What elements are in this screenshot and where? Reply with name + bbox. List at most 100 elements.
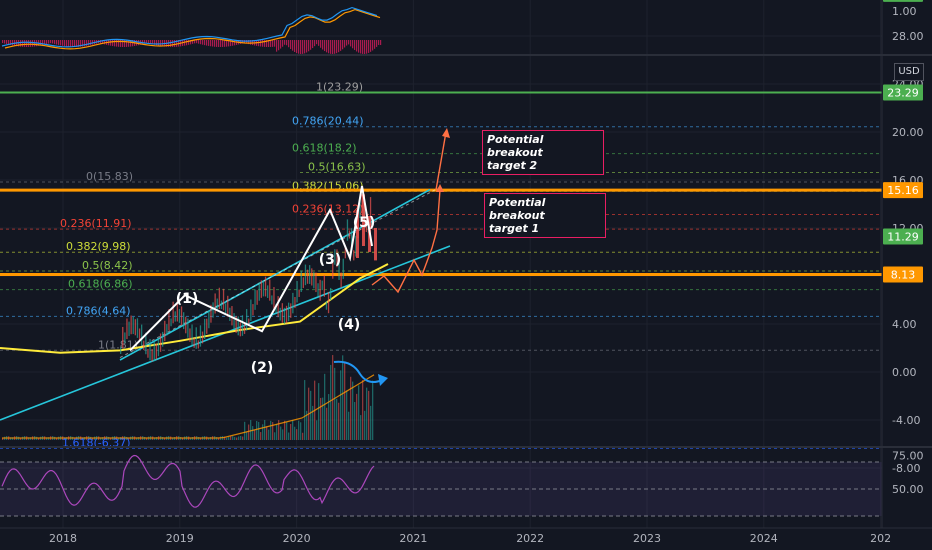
price-tag-label[interactable]: 15.16	[887, 184, 919, 197]
price-candle	[336, 249, 338, 268]
price-candle	[288, 302, 290, 322]
macd-histogram-bar	[350, 40, 352, 47]
price-candle	[143, 340, 145, 351]
macd-histogram-bar	[56, 40, 58, 45]
price-candle	[296, 281, 298, 303]
volume-bar	[272, 422, 274, 440]
macd-histogram-bar	[20, 40, 22, 47]
macd-histogram-bar	[290, 40, 292, 50]
macd-histogram-bar	[212, 40, 214, 47]
macd-histogram-bar	[160, 40, 162, 46]
y-tick-label: 20.00	[892, 126, 924, 139]
price-tag[interactable]	[883, 84, 923, 101]
macd-histogram-bar	[60, 40, 62, 46]
macd-histogram-bar	[172, 40, 174, 47]
macd-histogram-bar	[226, 40, 228, 47]
price-candle	[285, 305, 288, 324]
macd-histogram-bar	[102, 40, 104, 44]
price-candle	[273, 287, 275, 309]
fib-level-label: 0.786(20.44)	[292, 115, 364, 128]
x-tick-label: 202	[870, 532, 891, 545]
fib-level-label: 0.236(13.12)	[292, 203, 364, 216]
price-candle	[271, 295, 273, 305]
price-candle	[313, 272, 315, 289]
price-candle	[334, 249, 336, 265]
price-tag-label[interactable]: 8.13	[891, 268, 916, 281]
volume-bar	[230, 436, 232, 440]
macd-histogram-bar	[44, 40, 46, 45]
volume-bar	[2, 438, 4, 440]
macd-histogram-bar	[76, 40, 78, 47]
breakout-target-2-note[interactable]: Potential breakout target 2	[482, 130, 604, 175]
note-line: target 2	[487, 159, 538, 172]
volume-bar	[234, 437, 236, 440]
price-candle	[172, 301, 174, 324]
price-tag[interactable]	[883, 228, 923, 245]
volume-bar	[340, 370, 342, 440]
volume-bar	[248, 424, 250, 440]
projection-path-upper	[435, 131, 447, 191]
price-tag[interactable]	[883, 0, 923, 2]
volume-bar	[288, 432, 290, 440]
price-candle	[145, 332, 147, 355]
macd-histogram-bar	[260, 40, 262, 47]
macd-histogram-bar	[132, 40, 134, 47]
price-tag[interactable]	[883, 182, 923, 199]
wave-label: (3)	[319, 252, 342, 268]
price-candle	[187, 318, 189, 338]
macd-histogram-bar	[300, 40, 302, 54]
volume-bar	[336, 398, 338, 440]
macd-histogram-bar	[224, 40, 226, 47]
volume-bar	[66, 437, 68, 440]
price-tag-label[interactable]: 31.51	[887, 0, 919, 1]
price-tag-label[interactable]: 23.29	[887, 87, 919, 100]
macd-histogram-bar	[124, 40, 126, 47]
macd-histogram-bar	[70, 40, 72, 47]
price-candle	[262, 280, 265, 297]
macd-histogram-bar	[156, 40, 158, 46]
fib-level-label: 0.5(8.42)	[82, 259, 133, 272]
volume-bar	[320, 397, 322, 440]
volume-bar	[46, 437, 48, 440]
currency-label[interactable]: USD	[894, 63, 924, 81]
volume-bar	[136, 437, 138, 440]
volume-bar	[294, 426, 296, 440]
macd-histogram-bar	[110, 40, 112, 46]
price-tag-label[interactable]: 11.29	[887, 231, 919, 244]
price-candle	[374, 228, 377, 261]
volume-bar	[304, 380, 306, 440]
price-candle	[134, 319, 136, 336]
price-candle	[323, 275, 325, 297]
wave-label: (5)	[353, 215, 376, 231]
price-tag[interactable]	[883, 266, 923, 283]
price-candle	[220, 300, 223, 309]
macd-histogram-bar	[176, 40, 178, 47]
volume-bar	[244, 421, 246, 440]
volume-bar	[154, 437, 156, 440]
macd-histogram-bar	[30, 40, 32, 47]
price-candle	[241, 315, 244, 336]
macd-histogram-bar	[294, 40, 296, 52]
volume-bar	[354, 402, 356, 440]
macd-histogram-bar	[50, 40, 52, 44]
volume-bar	[316, 420, 318, 440]
volume-bar	[306, 410, 308, 440]
volume-bar	[74, 437, 76, 440]
breakout-target-1-note[interactable]: Potential breakout target 1	[484, 193, 606, 238]
wave-label: (4)	[338, 317, 361, 333]
volume-bar	[298, 420, 300, 440]
volume-bar	[260, 432, 262, 440]
note-line: Potential breakout	[487, 133, 544, 159]
macd-histogram-bar	[242, 40, 244, 44]
macd-histogram-bar	[2, 40, 4, 43]
macd-histogram-bar	[288, 40, 290, 48]
wave-label: (1)	[176, 291, 199, 307]
price-candle	[304, 264, 307, 286]
price-candle	[151, 349, 153, 362]
macd-histogram-bar	[266, 40, 268, 47]
price-candle	[362, 194, 365, 246]
forecast-blue-arrow	[333, 360, 383, 383]
price-candle	[231, 306, 233, 326]
price-candle	[141, 324, 143, 346]
